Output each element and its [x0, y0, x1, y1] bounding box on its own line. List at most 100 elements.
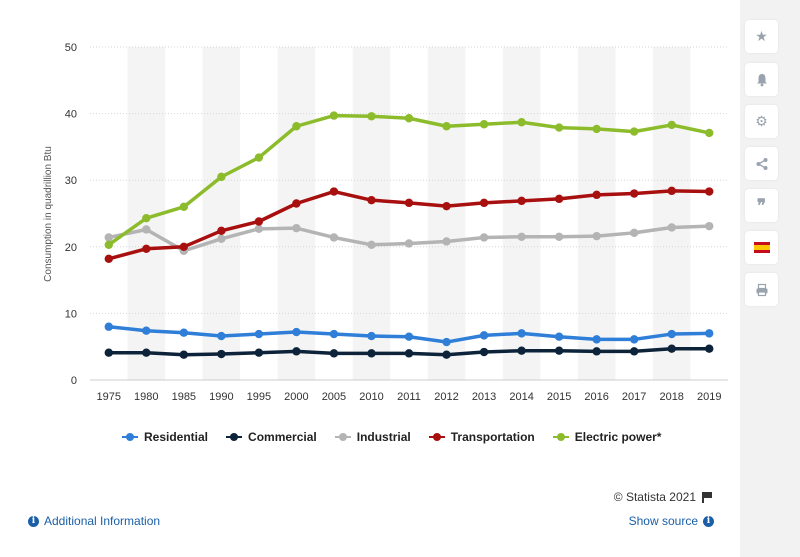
data-point[interactable]	[217, 226, 226, 236]
data-point[interactable]	[217, 172, 226, 182]
additional-information-link[interactable]: i Additional Information	[28, 514, 160, 528]
data-point[interactable]	[217, 234, 226, 244]
data-point[interactable]	[479, 331, 489, 340]
data-point[interactable]	[629, 127, 639, 136]
x-tick-label: 2014	[509, 391, 533, 403]
data-point[interactable]	[479, 120, 489, 129]
data-point[interactable]	[292, 347, 301, 356]
data-point[interactable]	[479, 347, 489, 357]
legend-item[interactable]: Transportation	[428, 430, 535, 444]
data-point[interactable]	[179, 328, 189, 337]
data-point[interactable]	[104, 348, 113, 357]
data-point[interactable]	[592, 347, 601, 356]
data-point[interactable]	[705, 329, 714, 338]
data-point[interactable]	[517, 118, 526, 127]
data-point[interactable]	[705, 128, 714, 138]
data-point[interactable]	[554, 194, 564, 204]
cite-button[interactable]: ❞	[745, 189, 778, 222]
data-point[interactable]	[367, 195, 376, 205]
data-point[interactable]	[554, 332, 564, 341]
data-point[interactable]	[629, 189, 639, 198]
data-point[interactable]	[367, 331, 376, 341]
data-point[interactable]	[142, 244, 151, 253]
settings-button[interactable]: ⚙	[745, 105, 778, 138]
data-point[interactable]	[104, 254, 113, 263]
favorite-button[interactable]: ★	[745, 20, 778, 53]
data-point[interactable]	[329, 233, 339, 242]
data-point[interactable]	[179, 242, 189, 251]
data-point[interactable]	[104, 322, 113, 331]
data-point[interactable]	[442, 337, 451, 347]
show-source-link[interactable]: Show source i	[629, 514, 714, 528]
data-point[interactable]	[292, 223, 301, 233]
data-point[interactable]	[179, 350, 189, 359]
data-point[interactable]	[404, 332, 414, 341]
data-point[interactable]	[667, 120, 676, 130]
data-point[interactable]	[254, 224, 264, 234]
data-point[interactable]	[104, 240, 113, 250]
data-point[interactable]	[329, 187, 339, 196]
data-point[interactable]	[554, 123, 564, 132]
data-point[interactable]	[442, 122, 451, 131]
data-point[interactable]	[142, 225, 151, 234]
data-point[interactable]	[329, 111, 339, 120]
data-point[interactable]	[442, 201, 451, 211]
data-point[interactable]	[592, 190, 601, 200]
data-point[interactable]	[517, 196, 526, 206]
data-point[interactable]	[629, 347, 639, 356]
data-point[interactable]	[329, 349, 339, 358]
legend-item[interactable]: Electric power*	[552, 430, 661, 444]
data-point[interactable]	[442, 237, 451, 246]
statista-credit[interactable]: © Statista 2021	[614, 490, 712, 504]
data-point[interactable]	[442, 350, 451, 359]
data-point[interactable]	[705, 221, 714, 231]
data-point[interactable]	[142, 213, 151, 223]
language-button[interactable]	[745, 231, 778, 264]
data-point[interactable]	[517, 232, 526, 242]
data-point[interactable]	[329, 329, 339, 339]
data-point[interactable]	[217, 331, 226, 341]
legend-item[interactable]: Residential	[122, 430, 208, 444]
data-point[interactable]	[667, 223, 676, 232]
data-point[interactable]	[292, 327, 301, 337]
data-point[interactable]	[705, 187, 714, 196]
data-point[interactable]	[404, 239, 414, 248]
data-point[interactable]	[554, 346, 564, 355]
data-point[interactable]	[142, 326, 151, 335]
data-point[interactable]	[292, 199, 301, 208]
data-point[interactable]	[179, 202, 189, 212]
data-point[interactable]	[254, 348, 264, 357]
legend-item[interactable]: Commercial	[226, 430, 317, 444]
data-point[interactable]	[367, 112, 376, 121]
data-point[interactable]	[592, 231, 601, 241]
data-point[interactable]	[629, 335, 639, 344]
data-point[interactable]	[367, 349, 376, 358]
data-point[interactable]	[254, 329, 264, 339]
data-point[interactable]	[592, 124, 601, 134]
data-point[interactable]	[554, 232, 564, 242]
data-point[interactable]	[404, 114, 414, 123]
share-button[interactable]	[745, 147, 778, 180]
data-point[interactable]	[629, 228, 639, 238]
data-point[interactable]	[517, 346, 526, 355]
legend-item[interactable]: Industrial	[334, 430, 411, 444]
data-point[interactable]	[404, 349, 414, 358]
data-point[interactable]	[479, 198, 489, 208]
data-point[interactable]	[479, 233, 489, 242]
data-point[interactable]	[667, 329, 676, 339]
notification-button[interactable]	[745, 63, 778, 96]
data-point[interactable]	[404, 198, 414, 208]
data-point[interactable]	[254, 217, 264, 226]
data-point[interactable]	[104, 233, 113, 242]
data-point[interactable]	[667, 344, 676, 353]
data-point[interactable]	[705, 344, 714, 353]
data-point[interactable]	[367, 240, 376, 250]
data-point[interactable]	[667, 186, 676, 196]
data-point[interactable]	[142, 348, 151, 357]
data-point[interactable]	[254, 153, 264, 162]
data-point[interactable]	[292, 122, 301, 131]
data-point[interactable]	[592, 335, 601, 344]
data-point[interactable]	[217, 349, 226, 359]
print-button[interactable]	[745, 273, 778, 306]
data-point[interactable]	[517, 329, 526, 338]
